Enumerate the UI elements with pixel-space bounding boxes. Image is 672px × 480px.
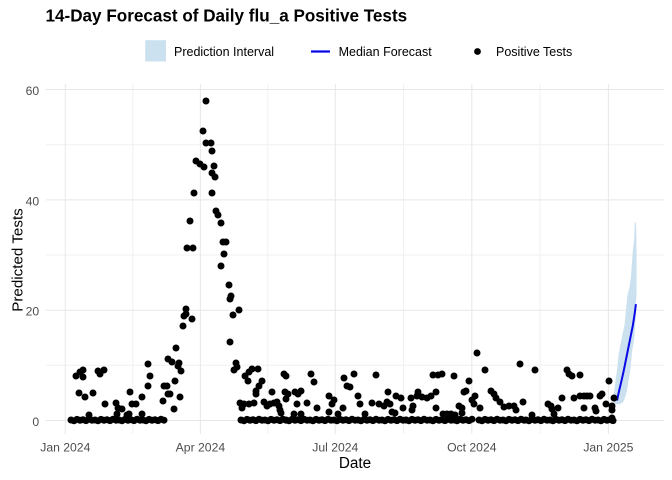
svg-text:Prediction Interval: Prediction Interval: [174, 45, 274, 59]
svg-text:14-Day Forecast of Daily flu_a: 14-Day Forecast of Daily flu_a Positive …: [46, 6, 408, 25]
svg-text:Jan 2024: Jan 2024: [40, 440, 90, 454]
svg-text:0: 0: [32, 415, 39, 429]
svg-text:Date: Date: [339, 455, 371, 472]
svg-text:Oct 2024: Oct 2024: [447, 440, 497, 454]
svg-text:20: 20: [26, 305, 40, 319]
svg-text:Jul 2024: Jul 2024: [312, 440, 358, 454]
svg-text:40: 40: [26, 194, 40, 208]
svg-text:Predicted Tests: Predicted Tests: [9, 208, 26, 312]
svg-text:Positive Tests: Positive Tests: [496, 45, 572, 59]
svg-text:Jan 2025: Jan 2025: [583, 440, 633, 454]
svg-text:60: 60: [26, 84, 40, 98]
svg-text:Apr 2024: Apr 2024: [176, 440, 226, 454]
svg-text:Median Forecast: Median Forecast: [339, 45, 433, 59]
